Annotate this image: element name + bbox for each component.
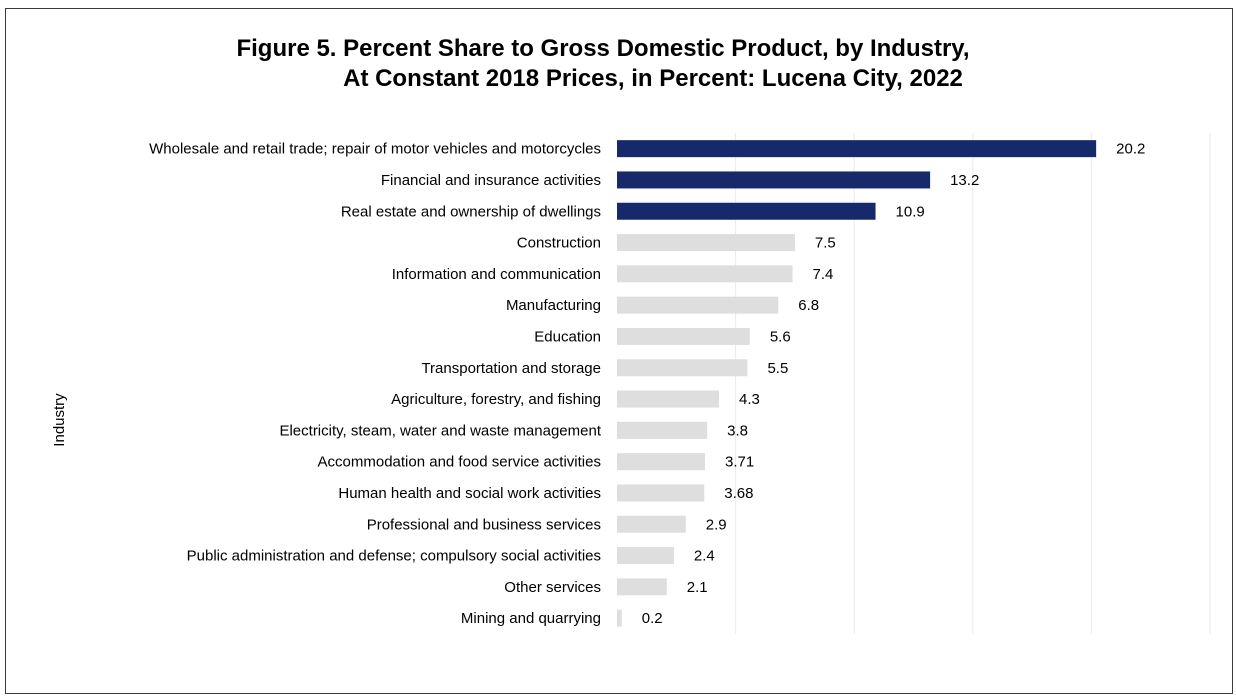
category-label-14: Other services [504, 579, 601, 596]
category-label-4: Information and communication [392, 266, 601, 283]
value-label-14: 2.1 [687, 579, 708, 596]
value-label-12: 2.9 [706, 516, 727, 533]
bar-14 [617, 578, 667, 596]
category-label-3: Construction [517, 235, 601, 252]
bar-15 [617, 609, 622, 627]
value-label-13: 2.4 [694, 548, 715, 565]
value-label-1: 13.2 [950, 172, 979, 189]
chart-title: Figure 5. Percent Share to Gross Domesti… [0, 34, 1236, 94]
category-label-0: Wholesale and retail trade; repair of mo… [149, 141, 601, 158]
chart-title-line-2: At Constant 2018 Prices, in Percent: Luc… [343, 65, 963, 92]
y-axis-label: Industry [51, 393, 68, 447]
bar-10 [617, 453, 706, 471]
value-label-8: 4.3 [739, 391, 760, 408]
bar-9 [617, 421, 708, 439]
category-label-7: Transportation and storage [421, 360, 601, 377]
bar-12 [617, 515, 686, 533]
value-label-7: 5.5 [767, 360, 788, 377]
bar-8 [617, 390, 719, 408]
category-label-6: Education [534, 328, 601, 345]
category-label-8: Agriculture, forestry, and fishing [391, 391, 601, 408]
category-labels: Wholesale and retail trade; repair of mo… [149, 141, 602, 628]
bar-13 [617, 547, 674, 565]
value-label-6: 5.6 [770, 328, 791, 345]
value-labels: 20.2 13.2 10.9 7.5 7.4 6.8 5.6 5.5 4.3 3.8 3.71 3.6… [642, 141, 1146, 628]
bar-4 [617, 265, 793, 283]
category-label-9: Electricity, steam, water and waste mana… [279, 422, 601, 439]
category-label-5: Manufacturing [506, 297, 601, 314]
category-label-10: Accommodation and food service activitie… [318, 454, 601, 471]
value-label-3: 7.5 [815, 235, 836, 252]
bar-1 [617, 171, 931, 189]
gridlines [735, 133, 1211, 634]
value-label-5: 6.8 [798, 297, 819, 314]
value-label-15: 0.2 [642, 610, 663, 627]
bar-5 [617, 296, 779, 314]
bar-6 [617, 327, 750, 345]
value-label-10: 3.71 [725, 454, 754, 471]
chart-title-line-1: Figure 5. Percent Share to Gross Domesti… [236, 35, 970, 62]
value-label-11: 3.68 [724, 485, 753, 502]
category-label-15: Mining and quarrying [461, 610, 601, 627]
bar-7 [617, 359, 748, 377]
value-label-0: 20.2 [1116, 141, 1145, 158]
value-label-4: 7.4 [813, 266, 834, 283]
category-label-12: Professional and business services [367, 516, 601, 533]
category-label-13: Public administration and defense; compu… [187, 548, 601, 565]
bar-0 [617, 140, 1097, 158]
category-label-1: Financial and insurance activities [381, 172, 601, 189]
value-label-2: 10.9 [896, 203, 925, 220]
bar-11 [617, 484, 705, 502]
bar-2 [617, 202, 876, 220]
bars [617, 140, 1097, 627]
category-label-11: Human health and social work activities [338, 485, 601, 502]
value-label-9: 3.8 [727, 422, 748, 439]
category-label-2: Real estate and ownership of dwellings [341, 203, 601, 220]
bar-3 [617, 234, 795, 252]
